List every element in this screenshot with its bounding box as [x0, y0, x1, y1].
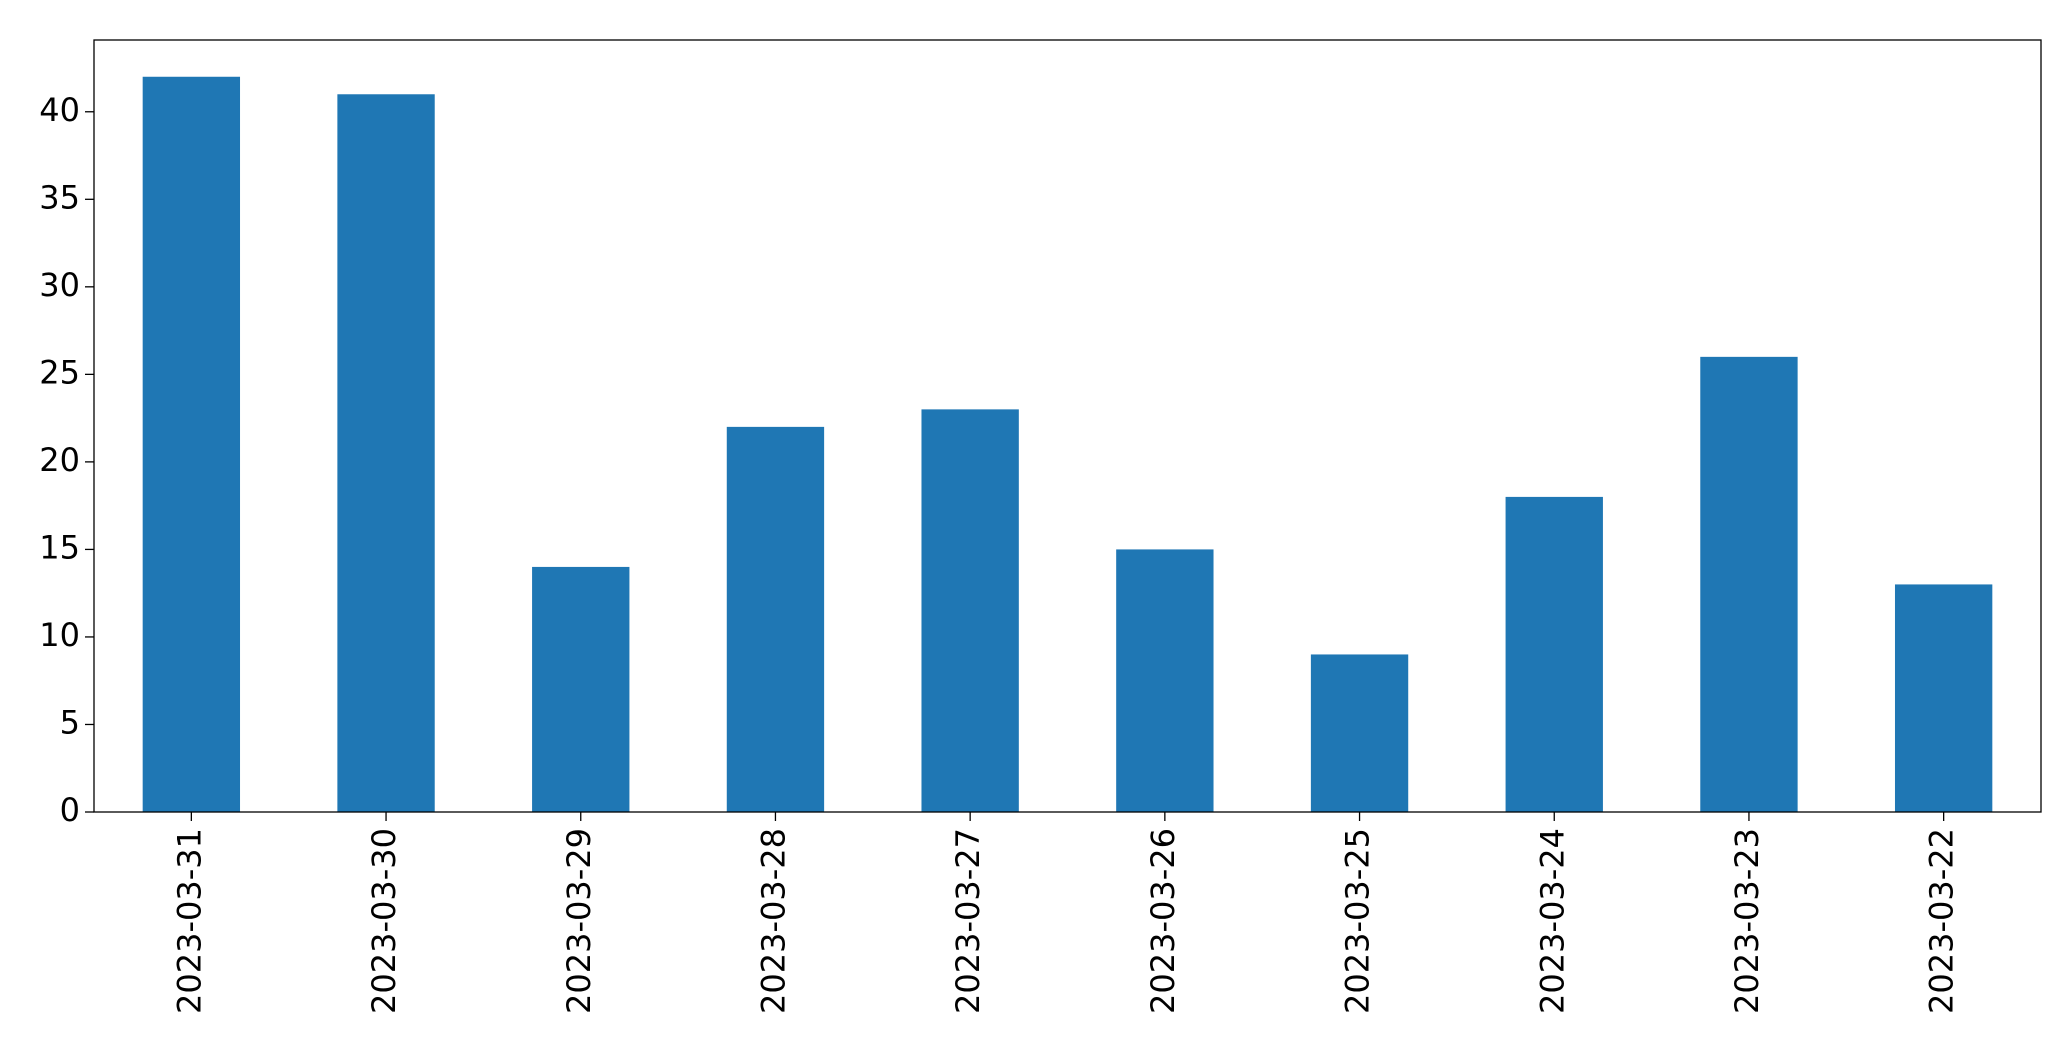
bar [1116, 549, 1214, 812]
x-tick-label: 2023-03-23 [1728, 828, 1766, 1014]
y-tick-label: 5 [60, 703, 80, 741]
x-tick-label: 2023-03-31 [170, 828, 208, 1014]
y-tick-label: 20 [39, 441, 80, 479]
x-tick-label: 2023-03-22 [1923, 828, 1961, 1014]
y-tick-label: 25 [39, 353, 80, 391]
bar [337, 94, 435, 812]
x-tick-label: 2023-03-27 [949, 828, 987, 1014]
x-tick-label: 2023-03-24 [1533, 828, 1571, 1014]
bar [921, 409, 1019, 812]
x-tick-label: 2023-03-30 [365, 828, 403, 1014]
bar [142, 76, 241, 812]
plot-frame [93, 39, 2042, 813]
bar [1310, 654, 1409, 812]
bar [1894, 584, 1993, 812]
y-tick-label: 10 [39, 616, 80, 654]
x-tick-label: 2023-03-25 [1339, 828, 1377, 1014]
bar [726, 426, 825, 812]
y-tick-label: 15 [39, 528, 80, 566]
x-tick-label: 2023-03-26 [1144, 828, 1182, 1014]
y-tick-label: 35 [39, 178, 80, 216]
x-tick-label: 2023-03-29 [560, 828, 598, 1014]
bar [1505, 496, 1603, 812]
x-tick-label: 2023-03-28 [754, 828, 792, 1014]
bar [532, 566, 630, 812]
y-tick-label: 30 [39, 266, 80, 304]
y-tick-label: 40 [39, 91, 80, 129]
bar [1700, 356, 1798, 812]
y-tick-label: 0 [60, 791, 80, 829]
